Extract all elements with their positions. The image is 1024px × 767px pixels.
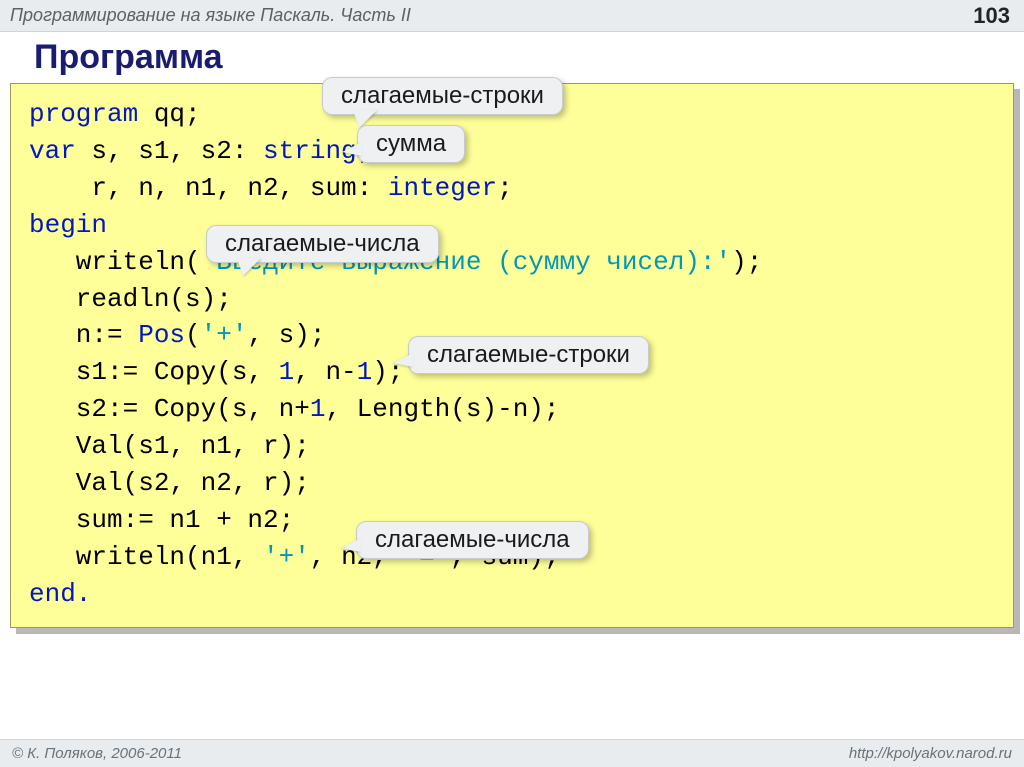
code-line: var s, s1, s2: string; (29, 133, 995, 170)
callout-sum: сумма (357, 125, 465, 163)
copyright: © К. Поляков, 2006-2011 (12, 745, 182, 762)
page-number: 103 (973, 3, 1010, 29)
code-line: s2:= Copy(s, n+1, Length(s)-n); (29, 391, 995, 428)
slide-header: Программирование на языке Паскаль. Часть… (0, 0, 1024, 32)
code-line: r, n, n1, n2, sum: integer; (29, 170, 995, 207)
code-block: program qq; var s, s1, s2: string; r, n,… (10, 83, 1014, 628)
code-line: end. (29, 576, 995, 613)
code-line: Val(s2, n2, r); (29, 465, 995, 502)
slide-title: Программа (0, 32, 1024, 83)
slide-footer: © К. Поляков, 2006-2011 http://kpolyakov… (0, 739, 1024, 767)
code-line: readln(s); (29, 281, 995, 318)
callout-strings-1: слагаемые-строки (322, 77, 563, 115)
footer-url: http://kpolyakov.narod.ru (849, 745, 1012, 762)
callout-numbers-1: слагаемые-числа (206, 225, 439, 263)
callout-strings-2: слагаемые-строки (408, 336, 649, 374)
code-line: begin (29, 207, 995, 244)
header-title: Программирование на языке Паскаль. Часть… (10, 5, 411, 26)
code-line: writeln('Введите выражение (сумму чисел)… (29, 244, 995, 281)
code-line: Val(s1, n1, r); (29, 428, 995, 465)
callout-numbers-2: слагаемые-числа (356, 521, 589, 559)
